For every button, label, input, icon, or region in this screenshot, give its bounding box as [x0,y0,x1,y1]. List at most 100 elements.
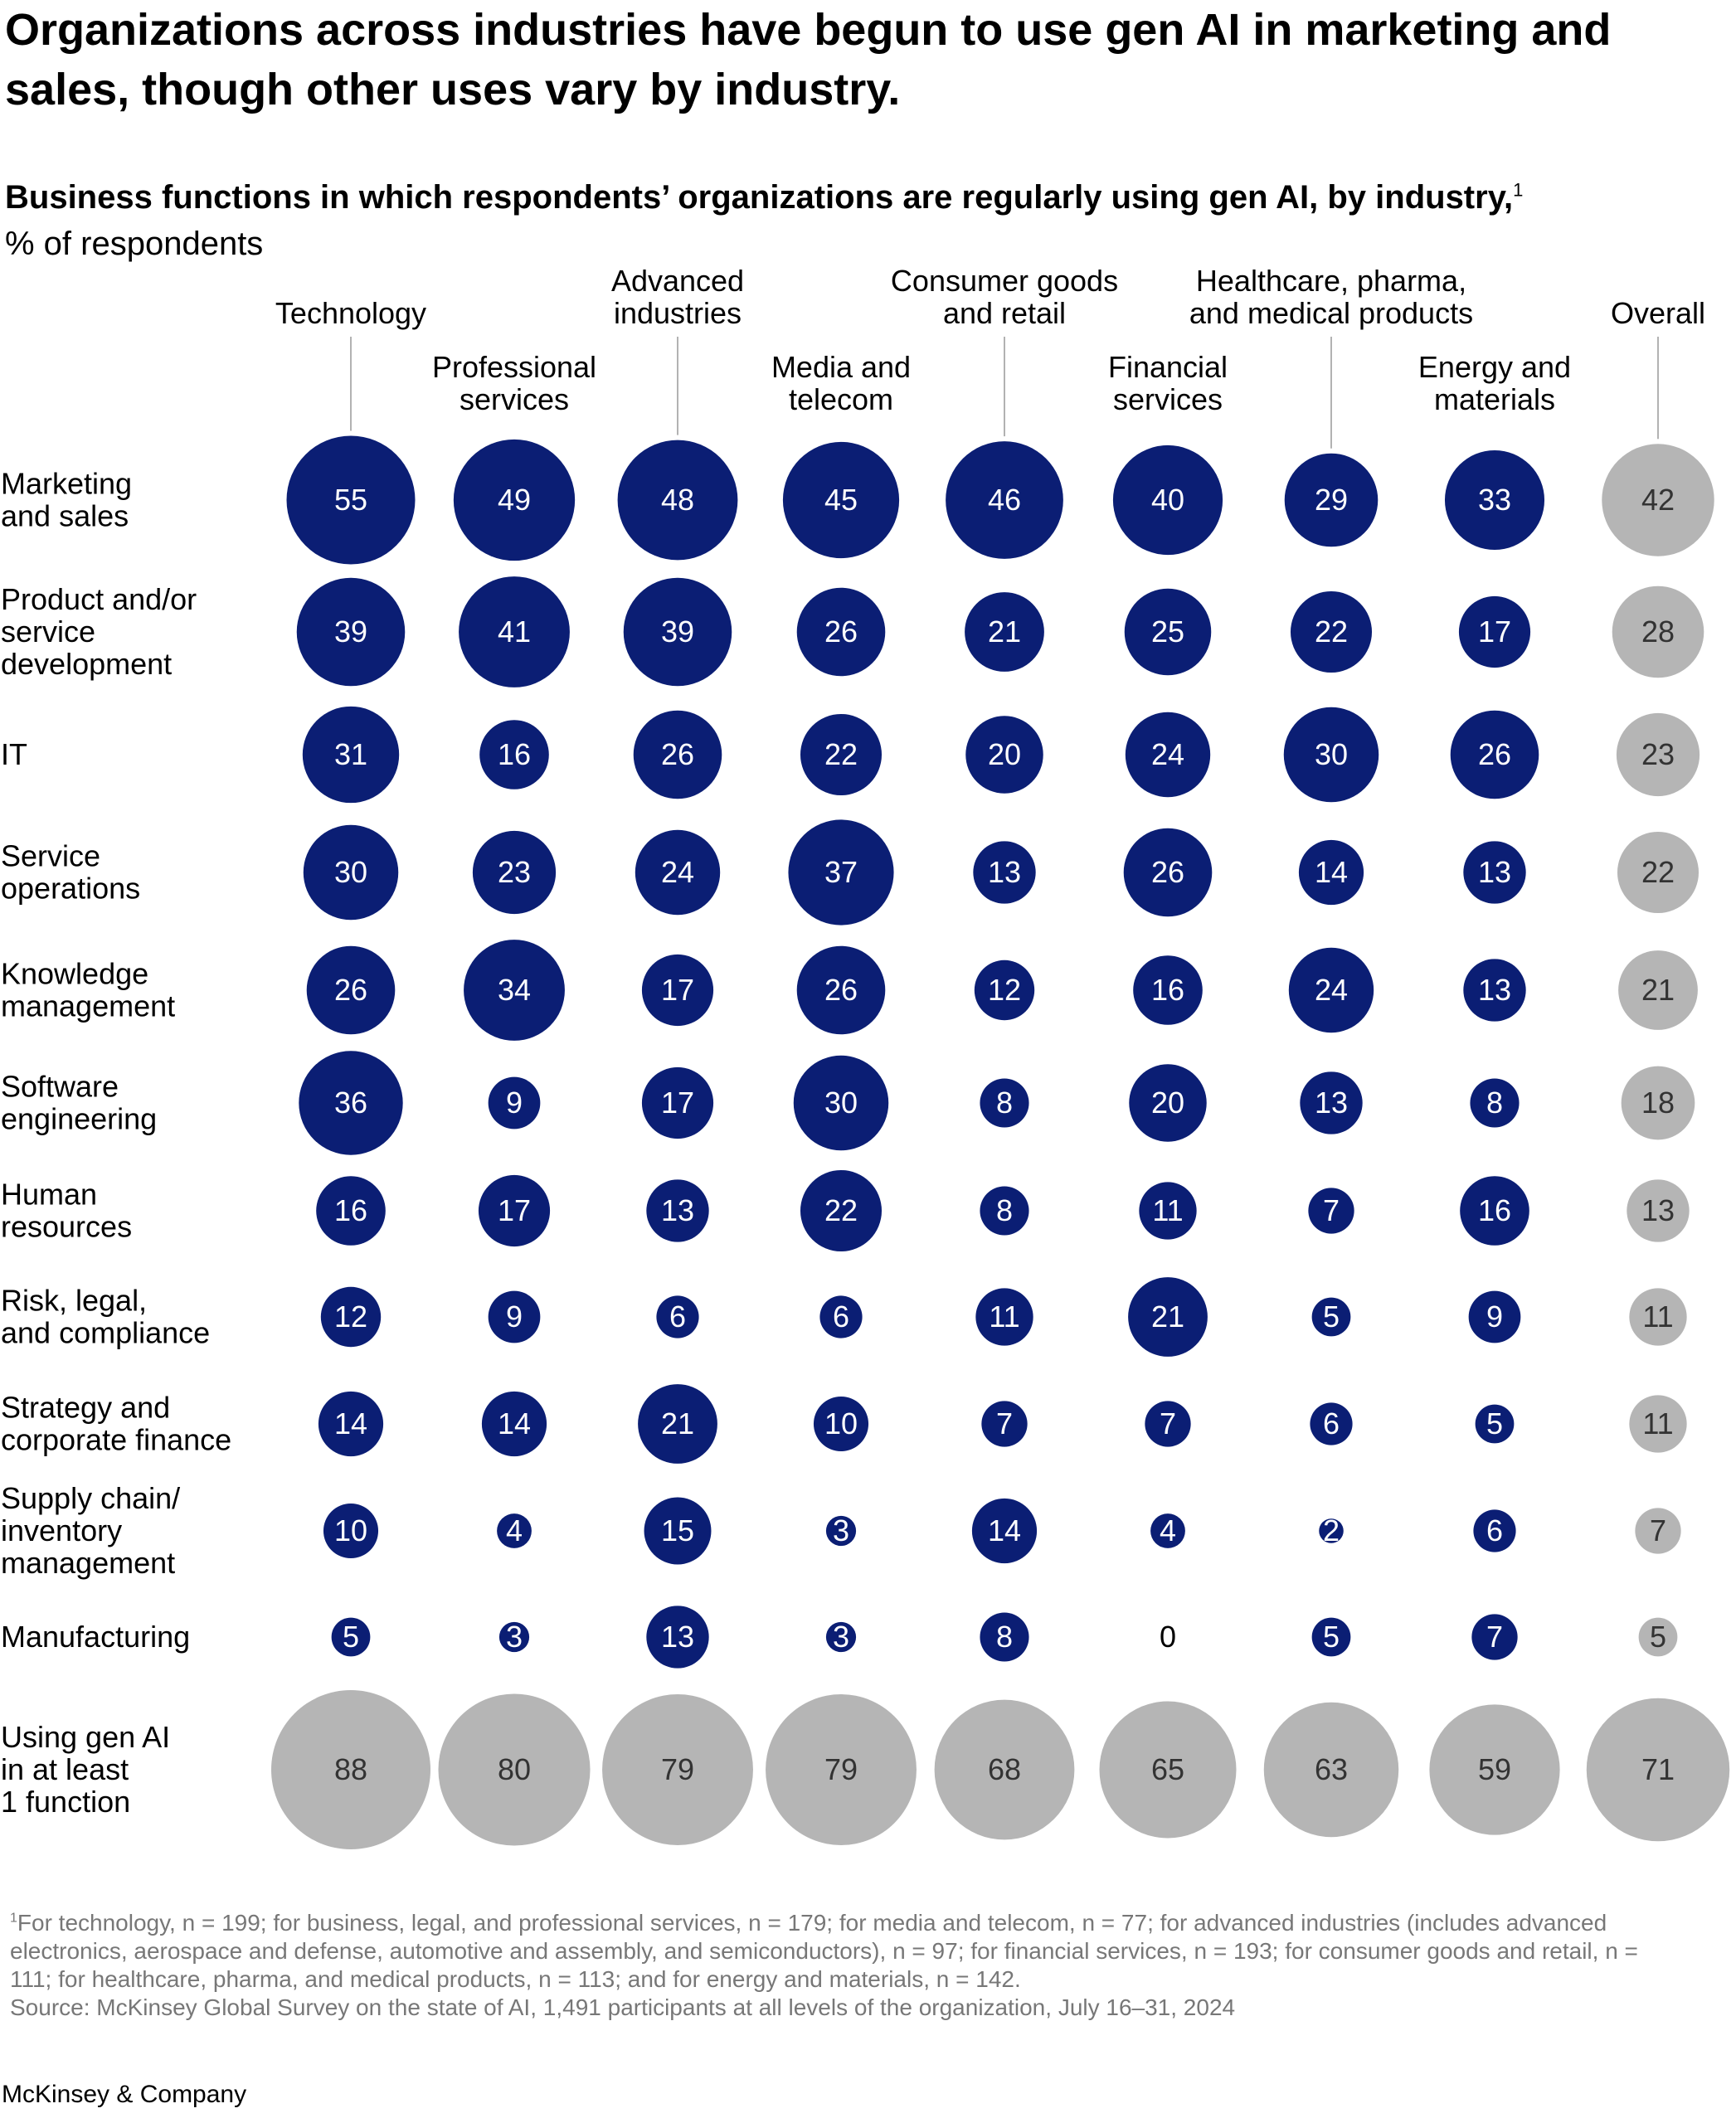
bubble-mark [1298,839,1364,906]
industry-bubble: 13 [646,1606,709,1669]
bubble-mark [1112,445,1223,556]
row-label: Human resources [1,1178,132,1244]
industry-bubble: 23 [472,830,557,915]
bubble-mark [1627,1179,1690,1242]
bubble-mark [766,1694,917,1845]
bubble-mark [635,829,721,916]
industry-bubble: 8 [980,1612,1029,1662]
bubble-value-label: 3 [833,1513,849,1547]
row-label: Service operations [1,839,140,906]
footnote-body: For technology, n = 199; for business, l… [10,1910,1638,1992]
bubble-mark [1612,585,1704,678]
industry-bubble: 37 [788,819,894,925]
total-row-label: Using gen AI in at least 1 function [1,1720,170,1819]
industry-bubble: 7 [981,1401,1028,1447]
bubble-value-label: 14 [1315,855,1348,889]
bubble-mark [934,1699,1075,1840]
bubble-value-label: 39 [334,615,367,649]
industry-bubble: 22 [800,713,883,796]
bubble-mark [1150,1513,1185,1548]
industry-bubble: 11 [1139,1182,1197,1240]
row-label: Manufacturing [1,1620,190,1654]
column-header: Healthcare, pharma, and medical products [1189,264,1473,330]
column-header: Overall [1611,296,1705,330]
industry-bubble: 0 [1160,1620,1176,1654]
bubble-mark [980,1078,1029,1128]
bubble-value-label: 41 [498,615,531,649]
industry-bubble: 12 [320,1286,382,1348]
bubble-value-label: 39 [661,615,694,649]
industry-bubble: 26 [796,587,886,677]
industry-bubble: 13 [1300,1071,1363,1134]
bubble-value-label: 21 [988,615,1021,649]
bubble-value-label: 16 [1478,1193,1511,1227]
bubble-mark [980,1612,1029,1662]
bubble-mark [1618,950,1698,1030]
bubble-value-label: 29 [1315,483,1348,517]
bubble-mark [1471,1614,1518,1660]
overall-bubble: 42 [1602,444,1714,556]
industry-bubble: 24 [1288,947,1374,1033]
industry-bubble: 24 [1125,712,1211,798]
bubble-mark [644,1497,712,1565]
industry-bubble: 17 [1458,595,1531,668]
bubble-mark [318,1391,384,1457]
industry-bubble: 30 [1283,707,1379,803]
row-label: IT [1,737,27,771]
bubble-mark [1123,828,1213,917]
bubble-value-label: 26 [661,737,694,771]
industry-bubble: 22 [1290,590,1373,673]
bubble-value-label: 13 [1315,1086,1348,1120]
bubble-mark [825,1515,857,1547]
overall-bubble: 22 [1617,831,1700,914]
industry-bubble: 7 [1471,1614,1518,1660]
industry-bubble: 14 [971,1498,1038,1564]
bubble-value-label: 23 [1641,737,1675,771]
bubble-value-label: 21 [1151,1300,1184,1334]
bubble-mark [1124,588,1212,676]
bubble-value-label: 13 [988,855,1021,889]
bubble-value-label: 26 [1478,737,1511,771]
bubble-mark [1468,1290,1521,1343]
bubble-value-label: 5 [343,1620,359,1654]
bubble-mark [303,824,399,921]
bubble-mark [1308,1188,1354,1234]
industry-bubble: 13 [1463,959,1526,1022]
bubble-value-label: 9 [506,1300,523,1334]
bubble-mark [788,819,894,925]
row-label: Marketing and sales [1,467,132,533]
bubble-value-label: 7 [1323,1193,1340,1227]
bubble-mark [331,1617,371,1657]
row-label: Risk, legal, and compliance [1,1284,210,1350]
subtitle-text: Business functions in which respondents’… [5,179,1514,216]
bubble-value-label: 31 [334,737,367,771]
row-label: Supply chain/inventory management [1,1481,180,1580]
bubble-mark [1429,1704,1560,1835]
bubble-mark [481,1391,547,1457]
bubble-mark [453,439,576,561]
overall-bubble: 11 [1629,1395,1687,1453]
bubble-mark [1145,1401,1191,1447]
industry-bubble: 34 [464,940,565,1041]
bubble-mark [1617,831,1700,914]
bubble-value-label: 17 [1478,615,1511,649]
bubble-mark [478,1174,551,1247]
industry-bubble: 17 [641,954,714,1027]
industry-bubble: 16 [1133,955,1203,1025]
industry-bubble: 17 [478,1174,551,1247]
bubble-value-label: 5 [1486,1406,1503,1440]
bubble-value-label: 22 [1641,855,1675,889]
industry-bubble: 6 [819,1295,863,1338]
overall-bubble: 28 [1612,585,1704,678]
bubble-value-label: 15 [661,1513,694,1547]
bubble-value-label: 11 [1642,1300,1673,1334]
bubble-mark [1586,1698,1730,1842]
bubble-value-label: 13 [1478,855,1511,889]
bubble-mark [1283,707,1379,803]
bubble-mark [602,1694,753,1845]
bubble-mark [1460,1176,1529,1246]
bubble-mark [1139,1182,1197,1240]
overall-bubble: 23 [1616,712,1700,797]
bubble-mark [965,716,1043,794]
industry-bubble: 30 [793,1055,889,1151]
